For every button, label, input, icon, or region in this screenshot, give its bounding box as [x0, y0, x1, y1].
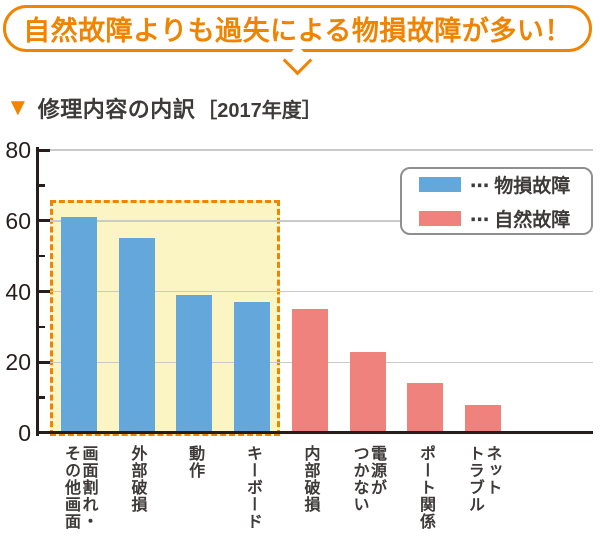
- plot-area: [37, 148, 593, 436]
- y-tick-label-20: 20: [5, 349, 31, 376]
- x-axis-label: 画面割れ・ その他画面: [62, 445, 97, 530]
- major-tick-40: [37, 290, 50, 293]
- x-axis-label: 外部破損: [128, 445, 146, 513]
- major-tick-80: [37, 148, 50, 152]
- bar-動作: [176, 295, 213, 433]
- y-tick-label-80: 80: [5, 137, 31, 163]
- bar-外部破損: [118, 238, 155, 433]
- legend-label-0: ⋯ 物損故障: [470, 175, 571, 197]
- callout-text: 自然故障よりも過失による物損故障が多い！: [23, 16, 572, 46]
- y-tick-label-40: 40: [5, 278, 31, 305]
- y-tick-label-60: 60: [5, 207, 31, 234]
- x-axis-label: 動作: [186, 445, 204, 479]
- x-axis-label: キーボード: [243, 445, 261, 530]
- x-axis-label: ポート関係: [416, 445, 434, 530]
- bar-キーボード: [234, 302, 271, 433]
- bar-電源がつかない: [349, 351, 386, 433]
- legend-item: ⋯ 物損故障: [419, 171, 591, 198]
- gridline-40: [37, 290, 593, 293]
- bar-画面割れ・その他画面: [61, 217, 97, 433]
- triangle-marker-icon: ▼: [6, 94, 30, 121]
- minor-tick-30: [37, 325, 45, 329]
- callout-bubble: 自然故障よりも過失による物損故障が多い！: [3, 5, 592, 52]
- section-title: ▼ 修理内容の内訳 ［2017年度］: [6, 92, 322, 124]
- minor-tick-50: [37, 254, 45, 258]
- section-title-year: ［2017年度］: [197, 99, 322, 122]
- y-axis-line: [36, 147, 39, 436]
- legend: ⋯ 物損故障 ⋯ 自然故障: [400, 167, 593, 235]
- legend-swatch-1: [419, 210, 461, 226]
- legend-item: ⋯ 自然故障: [419, 205, 591, 232]
- gridline-80: [37, 149, 593, 151]
- bar-内部破損: [291, 309, 328, 433]
- x-axis-line: [36, 431, 593, 434]
- y-tick-label-0: 0: [18, 420, 31, 446]
- section-title-text: 修理内容の内訳: [37, 97, 196, 122]
- x-axis-label: ネット トラブル: [465, 445, 501, 513]
- major-tick-60: [37, 219, 50, 223]
- legend-swatch-0: [419, 176, 461, 192]
- x-axis-label: 電源が つかない: [350, 445, 386, 513]
- minor-tick-70: [37, 184, 45, 187]
- major-tick-20: [37, 360, 50, 364]
- gridline-60: [37, 220, 593, 222]
- minor-tick-10: [37, 396, 45, 399]
- bar-ネットトラブル: [464, 404, 501, 433]
- bar-ポート関係: [407, 383, 444, 433]
- x-axis-label: 内部破損: [301, 445, 319, 513]
- legend-label-1: ⋯ 自然故障: [470, 209, 571, 231]
